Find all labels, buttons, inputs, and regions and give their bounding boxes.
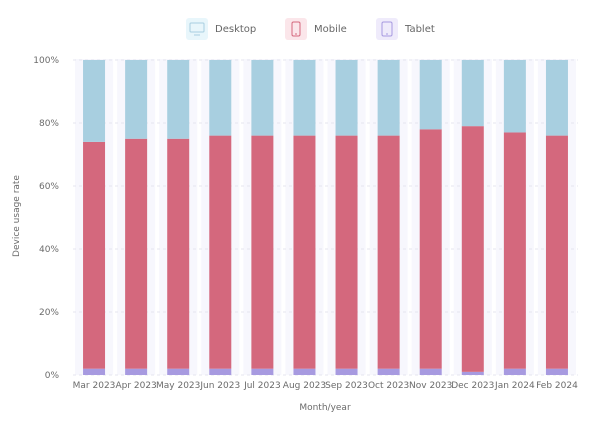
x-axis-title: Month/year: [299, 403, 351, 413]
bar-tablet-mar-2023[interactable]: [83, 368, 106, 375]
y-tick-label-100: 100%: [33, 56, 59, 66]
legend-item-mobile[interactable]: Mobile: [285, 18, 347, 40]
bar-mobile-oct-2023[interactable]: [377, 135, 400, 369]
y-tick-label-80: 80%: [39, 119, 59, 129]
legend-label-desktop: Desktop: [215, 24, 256, 35]
bar-tablet-jan-2024[interactable]: [503, 368, 526, 375]
x-tick-label-feb-2024: Feb 2024: [536, 381, 578, 391]
bar-desktop-apr-2023[interactable]: [125, 60, 148, 139]
mobile-icon: [291, 21, 301, 37]
x-tick-label-jun-2023: Jun 2023: [199, 381, 240, 391]
bar-tablet-feb-2024[interactable]: [545, 368, 568, 375]
legend-item-tablet[interactable]: Tablet: [376, 18, 435, 40]
bar-mobile-nov-2023[interactable]: [419, 129, 442, 369]
x-tick-label-oct-2023: Oct 2023: [368, 381, 409, 391]
bar-tablet-sep-2023[interactable]: [335, 368, 358, 375]
x-tick-label-dec-2023: Dec 2023: [451, 381, 494, 391]
x-tick-label-may-2023: May 2023: [156, 381, 200, 391]
x-tick-label-jan-2024: Jan 2024: [494, 381, 535, 391]
bar-mobile-sep-2023[interactable]: [335, 135, 358, 369]
y-axis: 0% 20% 40% 60% 80% 100%: [33, 56, 59, 381]
x-axis: Mar 2023 Apr 2023 May 2023 Jun 2023 Jul 2023…: [73, 381, 578, 391]
bar-desktop-mar-2023[interactable]: [83, 60, 106, 142]
bar-mobile-feb-2024[interactable]: [545, 135, 568, 369]
bar-tablet-dec-2023[interactable]: [461, 371, 484, 375]
bar-desktop-aug-2023[interactable]: [293, 60, 316, 136]
bar-desktop-sep-2023[interactable]: [335, 60, 358, 136]
bar-desktop-dec-2023[interactable]: [461, 60, 484, 127]
legend-label-tablet: Tablet: [404, 24, 435, 35]
y-tick-label-40: 40%: [39, 245, 59, 255]
bar-desktop-may-2023[interactable]: [167, 60, 190, 139]
x-tick-label-mar-2023: Mar 2023: [73, 381, 116, 391]
bars: [83, 60, 568, 375]
y-tick-label-20: 20%: [39, 308, 59, 318]
bar-tablet-may-2023[interactable]: [167, 368, 190, 375]
bar-mobile-mar-2023[interactable]: [83, 141, 106, 369]
x-tick-label-jul-2023: Jul 2023: [243, 381, 281, 391]
y-axis-title: Device usage rate: [12, 175, 22, 257]
bar-tablet-aug-2023[interactable]: [293, 368, 316, 375]
bar-mobile-jan-2024[interactable]: [503, 132, 526, 369]
bar-desktop-jan-2024[interactable]: [503, 60, 526, 133]
legend-item-desktop[interactable]: Desktop: [186, 18, 256, 40]
bar-desktop-jun-2023[interactable]: [209, 60, 232, 136]
bar-tablet-oct-2023[interactable]: [377, 368, 400, 375]
bar-desktop-jul-2023[interactable]: [251, 60, 274, 136]
bar-mobile-dec-2023[interactable]: [461, 126, 484, 372]
legend-swatch-mobile: [285, 18, 307, 40]
bar-desktop-feb-2024[interactable]: [545, 60, 568, 136]
desktop-icon: [189, 22, 205, 36]
bar-tablet-nov-2023[interactable]: [419, 368, 442, 375]
tablet-icon: [381, 21, 393, 37]
x-tick-label-sep-2023: Sep 2023: [325, 381, 368, 391]
legend-swatch-desktop: [186, 18, 208, 40]
bar-tablet-jun-2023[interactable]: [209, 368, 232, 375]
column-bands: [75, 59, 576, 375]
legend: Desktop Mobile Tablet: [186, 18, 435, 40]
x-tick-label-aug-2023: Aug 2023: [283, 381, 326, 391]
bar-tablet-apr-2023[interactable]: [125, 368, 148, 375]
x-tick-label-nov-2023: Nov 2023: [409, 381, 452, 391]
bar-mobile-aug-2023[interactable]: [293, 135, 316, 369]
bar-mobile-jun-2023[interactable]: [209, 135, 232, 369]
gridlines: [73, 59, 578, 376]
legend-swatch-tablet: [376, 18, 398, 40]
legend-label-mobile: Mobile: [314, 24, 347, 35]
bar-mobile-jul-2023[interactable]: [251, 135, 274, 369]
bar-desktop-oct-2023[interactable]: [377, 60, 400, 136]
y-tick-label-60: 60%: [39, 182, 59, 192]
bar-mobile-apr-2023[interactable]: [125, 138, 148, 369]
bar-tablet-jul-2023[interactable]: [251, 368, 274, 375]
x-tick-label-apr-2023: Apr 2023: [115, 381, 156, 391]
bar-mobile-may-2023[interactable]: [167, 138, 190, 369]
y-tick-label-0: 0%: [45, 371, 60, 381]
bar-desktop-nov-2023[interactable]: [419, 60, 442, 130]
